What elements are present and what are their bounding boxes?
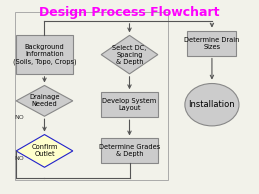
Ellipse shape <box>185 84 239 126</box>
FancyBboxPatch shape <box>16 35 73 74</box>
Polygon shape <box>101 35 158 74</box>
FancyBboxPatch shape <box>101 92 158 117</box>
Text: NO: NO <box>15 115 25 120</box>
Text: Confirm
Outlet: Confirm Outlet <box>31 144 58 158</box>
Text: Design Process Flowchart: Design Process Flowchart <box>39 5 220 18</box>
FancyBboxPatch shape <box>188 30 236 56</box>
Text: Background
Information
(Soils, Topo, Crops): Background Information (Soils, Topo, Cro… <box>13 44 76 65</box>
Text: Determine Grades
& Depth: Determine Grades & Depth <box>99 144 160 158</box>
Bar <box>15 12 168 180</box>
Text: NO: NO <box>15 156 25 161</box>
Polygon shape <box>16 135 73 167</box>
Text: Develop System
Layout: Develop System Layout <box>102 98 157 111</box>
Text: Determine Drain
Sizes: Determine Drain Sizes <box>184 36 240 50</box>
Polygon shape <box>16 85 73 116</box>
Text: Select DC,
Spacing
& Depth: Select DC, Spacing & Depth <box>112 45 147 65</box>
Text: Drainage
Needed: Drainage Needed <box>29 94 60 107</box>
Text: Installation: Installation <box>189 100 235 109</box>
FancyBboxPatch shape <box>101 138 158 164</box>
